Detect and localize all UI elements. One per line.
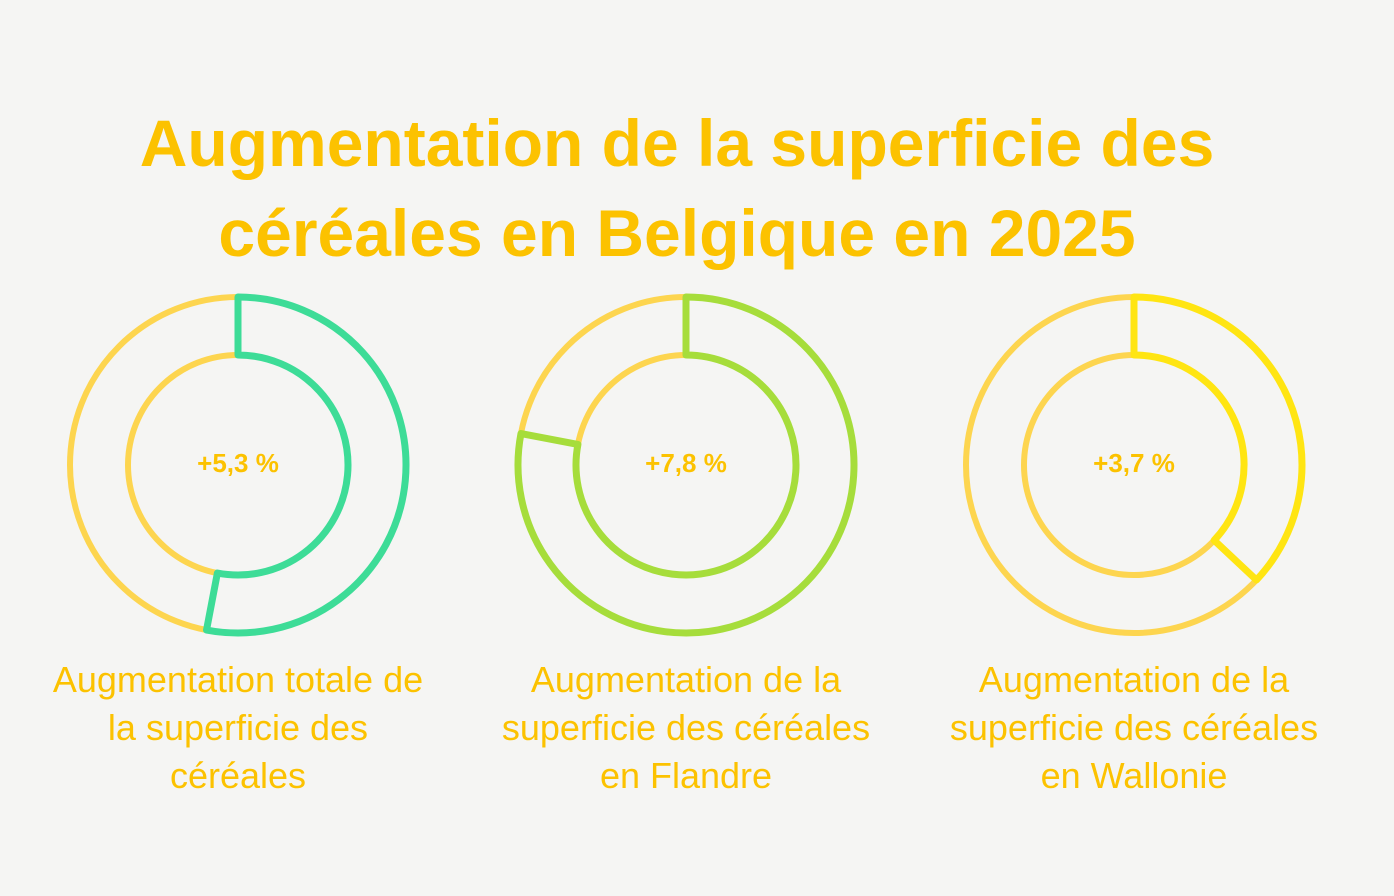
donut-title: Augmentation totale de la superficie des…: [52, 659, 424, 796]
donut-segment: [1130, 293, 1306, 584]
donut-segment: [514, 293, 858, 637]
page-title: Augmentation de la superficie des céréal…: [139, 106, 1215, 270]
donut-title: Augmentation de la superficie des céréal…: [949, 659, 1319, 796]
donut-title: Augmentation de la superficie des céréal…: [501, 659, 871, 796]
value-label: +5,3 %: [197, 448, 279, 478]
value-label: +3,7 %: [1093, 448, 1175, 478]
donut-segment: [203, 293, 410, 637]
value-label: +7,8 %: [645, 448, 727, 478]
